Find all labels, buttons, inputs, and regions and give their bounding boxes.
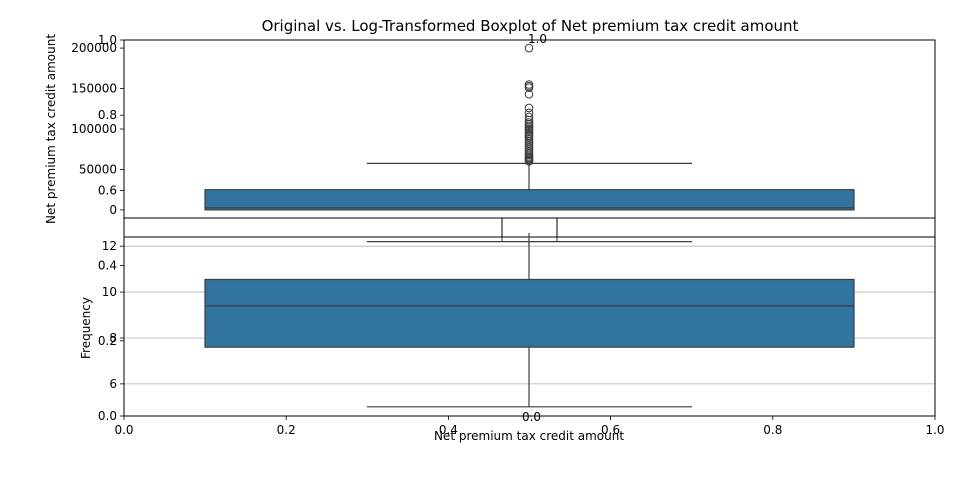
overlay-y-tick-label: 0.0 [98,409,117,423]
bottom-box [204,278,855,348]
bottom-boxplot-panel: 6 8 10 12 [102,236,936,417]
top-y-tick-label: 50000 [79,162,117,176]
overlay-x-axis-label: Net premium tax credit amount [434,429,624,443]
top-y-tick-label: 0 [109,203,117,217]
top-outlier-point [524,108,534,118]
top-outlier-point [524,43,534,53]
top-y-axis-label: Net premium tax credit amount [44,34,58,224]
small-inset-axes: 0.0 1.0 [501,32,558,424]
axis-labels: Net premium tax credit amount Frequency Ne… [44,34,624,443]
bottom-y-tick-label: 12 [102,239,117,253]
overlay-y-tick-label: 0.8 [98,108,117,122]
overlay-x-tick-label: 0.0 [114,423,133,437]
overlay-x-tick-label: 0.2 [277,423,296,437]
inset-x-tick-label: 0.0 [522,410,541,424]
top-outlier-point [524,134,534,144]
overlay-x-tick-label: 1.0 [925,423,944,437]
top-boxplot-panel: 0 50000 100000 150000 200000 [71,39,936,219]
overlay-x-tick-label: 0.6 [601,423,620,437]
top-box [204,189,855,211]
bottom-y-tick-label: 10 [102,285,117,299]
overlay-y-tick-label: 0.6 [98,183,117,197]
top-outlier-point [524,112,534,122]
top-y-tick-label: 200000 [71,41,117,55]
overlay-y-axis-label: Frequency [79,297,93,359]
inset-y-tick-label: 1.0 [528,32,547,46]
top-y-tick-label: 150000 [71,82,117,96]
overlay-x-tick-label: 0.4 [439,423,458,437]
overlay-y-tick-label: 0.2 [98,334,117,348]
chart-title: Original vs. Log-Transformed Boxplot of … [262,17,799,35]
top-outlier-point [524,103,534,113]
overlay-y-tick-label: 1.0 [98,33,117,47]
top-y-tick-label: 100000 [71,122,117,136]
top-outlier-point [524,118,534,127]
overlay-y-tick-label: 0.4 [98,259,117,273]
bottom-y-tick-label: 8 [109,331,117,345]
top-outlier-point [524,80,534,89]
bottom-y-tick-label: 6 [109,377,117,391]
overlay-x-tick-label: 0.8 [763,423,782,437]
